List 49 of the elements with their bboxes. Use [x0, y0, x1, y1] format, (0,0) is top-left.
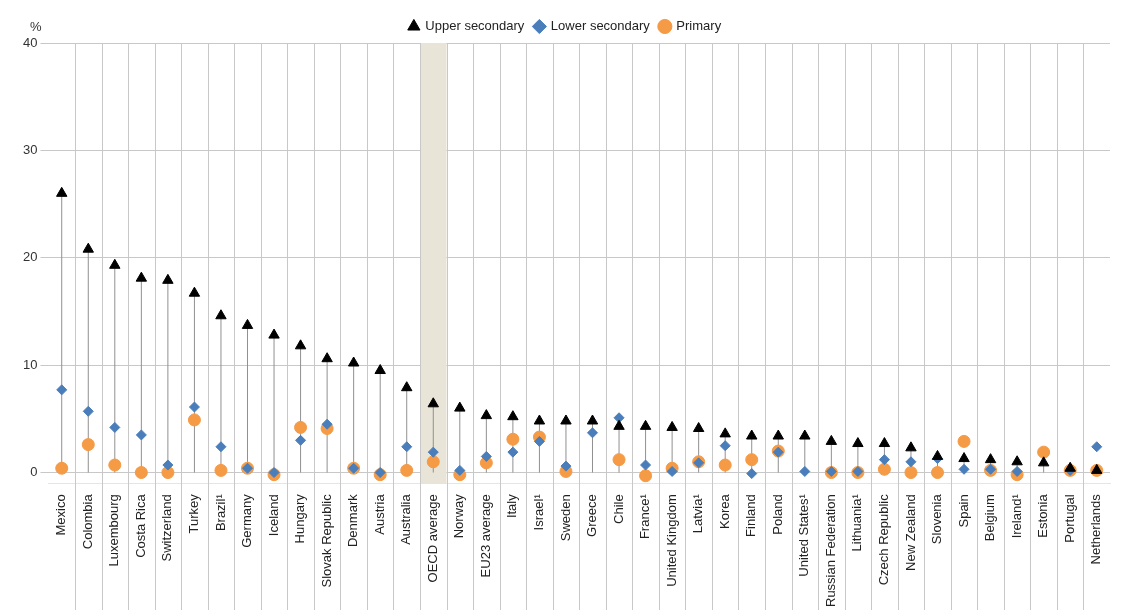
x-tick-label: Belgium — [982, 494, 998, 542]
x-tick-label: Sweden — [557, 494, 573, 542]
x-tick-label: Costa Rica — [132, 493, 148, 558]
x-tick-label: Norway — [451, 493, 467, 539]
x-tick-label: Switzerland — [159, 494, 175, 562]
x-tick-label: Russian Federation — [822, 494, 838, 608]
x-tick-label: Finland — [743, 494, 759, 537]
x-tick-label: Israel¹ — [531, 493, 546, 531]
x-tick-label: New Zealand — [902, 494, 918, 571]
x-tick-label: Lithuania¹ — [849, 493, 865, 552]
x-tick-label: Brazil¹ — [212, 493, 228, 532]
y-tick-label: 0 — [30, 464, 38, 480]
y-tick-label: 40 — [22, 34, 38, 50]
y-tick-label: 20 — [22, 249, 38, 265]
x-tick-label: Korea — [716, 493, 732, 529]
x-tick-label: Austria — [371, 493, 387, 535]
x-tick-label: United States¹ — [796, 493, 812, 577]
x-tick-label: Chile — [610, 494, 626, 524]
x-tick-label: OECD average — [424, 494, 440, 583]
x-tick-label: Greece — [584, 494, 600, 537]
x-tick-label: France¹ — [637, 493, 653, 540]
x-tick-label: Portugal — [1061, 494, 1077, 543]
x-tick-label: EU23 average — [477, 494, 493, 578]
x-tick-label: Czech Republic — [876, 493, 891, 586]
x-tick-label: Netherlands — [1088, 493, 1104, 565]
x-tick-label: Ireland¹ — [1008, 493, 1024, 539]
y-tick-label: 30 — [22, 141, 38, 157]
x-tick-label: Latvia¹ — [690, 493, 706, 534]
x-tick-label: Italy — [504, 493, 520, 519]
x-tick-label: Poland — [769, 494, 785, 535]
x-tick-label: Mexico — [53, 494, 69, 536]
legend-label: Primary — [676, 18, 722, 34]
x-tick-label: Iceland — [265, 494, 281, 537]
y-tick-label: 10 — [22, 356, 38, 372]
x-tick-label: Colombia — [79, 493, 95, 550]
x-tick-label: Luxembourg — [106, 494, 122, 567]
x-tick-label: Slovak Republic — [318, 493, 334, 588]
x-tick-label: Germany — [239, 493, 255, 548]
x-tick-label: Australia — [398, 493, 414, 545]
x-tick-label: Denmark — [345, 493, 361, 548]
x-tick-label: Estonia — [1035, 493, 1051, 538]
y-axis-title: % — [30, 18, 42, 34]
x-tick-label: United Kingdom — [663, 494, 679, 587]
legend-label: Lower secondary — [550, 18, 651, 34]
legend-label: Upper secondary — [425, 18, 525, 34]
x-tick-label: Turkey — [186, 493, 201, 534]
x-tick-label: Spain — [955, 494, 971, 528]
x-tick-label: Hungary — [292, 493, 308, 544]
x-tick-label: Slovenia — [929, 493, 945, 545]
